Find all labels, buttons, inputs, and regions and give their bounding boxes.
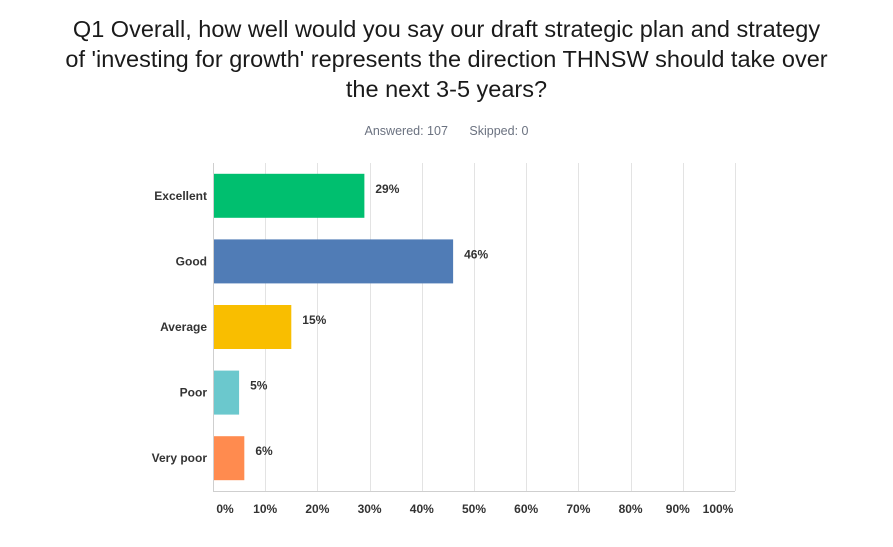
bar-average: [214, 305, 292, 349]
category-label-good: Good: [176, 254, 207, 268]
x-tick-label-30: 30%: [358, 502, 382, 516]
response-stats: Answered: 107 Skipped: 0: [0, 124, 893, 138]
question-title-line-1: Q1 Overall, how well would you say our d…: [72, 16, 821, 42]
x-tick-label-50: 50%: [462, 502, 486, 516]
skipped-count: Skipped: 0: [469, 124, 529, 138]
category-label-poor: Poor: [180, 386, 208, 400]
x-tick-label-90: 90%: [666, 502, 690, 516]
bar-excellent: [214, 173, 365, 218]
category-label-average: Average: [160, 320, 207, 334]
category-label-excellent: Excellent: [154, 189, 207, 203]
bar-poor: [214, 370, 240, 415]
x-tick-label-80: 80%: [619, 502, 643, 516]
x-tick-label-60: 60%: [514, 502, 538, 516]
value-label-excellent: 29%: [375, 182, 399, 196]
value-label-very-poor: 6%: [255, 444, 273, 458]
x-tick-label-20: 20%: [305, 502, 329, 516]
answered-count: Answered: 107: [364, 124, 448, 138]
question-title-line-3: the next 3-5 years?: [345, 76, 548, 102]
x-tick-label-100: 100%: [703, 502, 734, 516]
category-label-very-poor: Very poor: [152, 451, 208, 465]
question-title-line-2: of 'investing for growth' represents the…: [65, 46, 828, 72]
x-tick-label-40: 40%: [410, 502, 434, 516]
x-tick-label-70: 70%: [566, 502, 590, 516]
value-label-average: 15%: [302, 313, 326, 327]
bar-very-poor: [214, 436, 245, 481]
value-label-poor: 5%: [250, 379, 268, 393]
bar-good: [214, 239, 454, 284]
question-title: Q1 Overall, how well would you say our d…: [0, 14, 893, 104]
value-label-good: 46%: [464, 247, 488, 261]
x-tick-label-10: 10%: [253, 502, 277, 516]
x-tick-label-0: 0%: [216, 502, 234, 516]
